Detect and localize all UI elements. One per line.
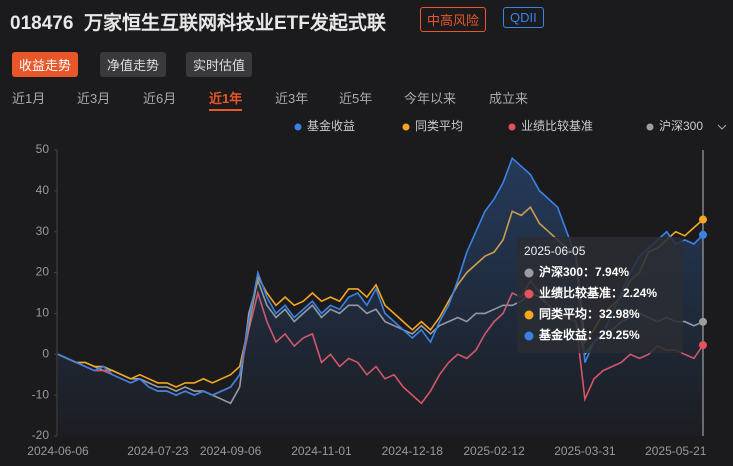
tooltip-dot — [524, 289, 534, 299]
y-tick-label: 40 — [36, 183, 50, 197]
legend-dot — [402, 123, 410, 131]
last-point — [699, 341, 707, 350]
x-tick-label: 2024-09-06 — [200, 444, 262, 458]
period-tab[interactable]: 近5年 — [339, 91, 373, 106]
legend-dot — [646, 123, 654, 131]
tooltip-item: 基金收益：29.25% — [538, 327, 640, 342]
legend-label: 基金收益 — [307, 118, 355, 133]
x-tick-label: 2024-11-01 — [291, 444, 352, 458]
legend-label: 同类平均 — [415, 119, 463, 133]
last-point — [699, 215, 707, 224]
fund-name: 万家恒生互联网科技业ETF发起式联 — [83, 13, 386, 34]
tooltip-title: 2025-06-05 — [524, 244, 586, 258]
y-tick-label: 0 — [42, 346, 49, 360]
y-tick-label: 10 — [36, 306, 50, 320]
qdii-tag: QDII — [503, 7, 544, 28]
tooltip-box — [517, 237, 683, 353]
tooltip-dot — [524, 268, 534, 278]
y-tick-label: 30 — [36, 224, 50, 238]
last-point — [699, 317, 707, 326]
legend-label: 业绩比较基准 — [521, 118, 593, 133]
period-tab[interactable]: 成立来 — [489, 91, 529, 106]
x-tick-label: 2025-02-12 — [463, 444, 525, 458]
fund-title: 018476 万家恒生互联网科技业ETF发起式联 — [10, 8, 386, 35]
period-tab[interactable]: 近1月 — [12, 91, 46, 106]
fund-area — [58, 158, 703, 436]
tooltip-dot — [524, 331, 534, 341]
period-tab[interactable]: 近1年 — [209, 88, 243, 111]
x-tick-label: 2024-12-18 — [382, 444, 444, 458]
last-point — [699, 230, 707, 239]
y-tick-label: -10 — [32, 387, 50, 401]
y-tick-label: -20 — [32, 428, 50, 442]
x-tick-label: 2024-06-06 — [27, 444, 89, 458]
x-tick-label: 2025-03-31 — [554, 444, 616, 458]
legend-chevron[interactable] — [717, 124, 727, 130]
tab[interactable]: 净值走势 — [100, 52, 167, 77]
tab[interactable]: 收益走势 — [12, 52, 79, 77]
tooltip-item: 沪深300：7.94% — [539, 264, 629, 279]
risk-tag: 中高风险 — [420, 7, 487, 32]
tooltip-item: 同类平均：32.98% — [539, 306, 640, 321]
y-tick-label: 50 — [36, 142, 50, 156]
fund-code: 018476 — [10, 13, 74, 34]
y-tick-label: 20 — [36, 265, 50, 279]
period-tab[interactable]: 近6月 — [143, 91, 177, 106]
x-tick-label: 2025-05-21 — [645, 444, 707, 458]
period-tab[interactable]: 今年以来 — [404, 91, 457, 106]
tooltip-item: 业绩比较基准：2.24% — [539, 285, 657, 300]
x-tick-label: 2024-07-23 — [127, 444, 189, 458]
tab[interactable]: 实时估值 — [186, 52, 253, 77]
period-tab[interactable]: 近3年 — [275, 91, 309, 106]
legend-label: 沪深300 — [659, 119, 703, 133]
legend-dot — [508, 123, 516, 131]
tooltip-dot — [524, 310, 534, 320]
period-tab[interactable]: 近3月 — [77, 91, 111, 106]
legend-dot — [294, 123, 302, 131]
